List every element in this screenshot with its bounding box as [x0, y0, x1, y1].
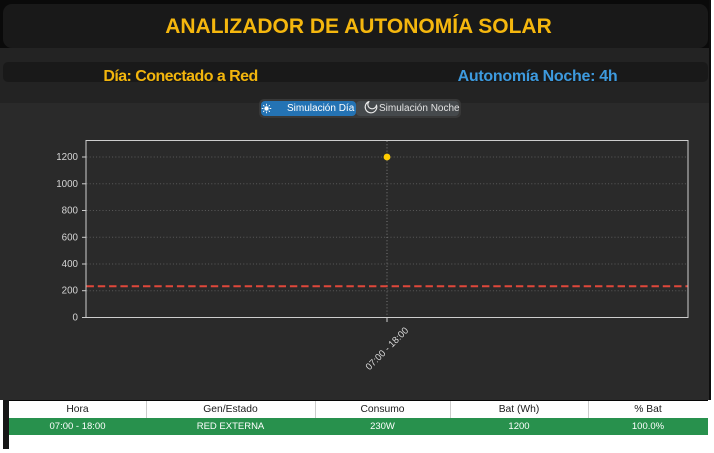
svg-text:0: 0	[73, 313, 79, 324]
svg-text:200: 200	[62, 286, 79, 297]
svg-text:800: 800	[62, 206, 79, 217]
svg-text:1200: 1200	[56, 152, 78, 163]
svg-text:400: 400	[62, 259, 79, 270]
svg-text:600: 600	[62, 232, 79, 243]
svg-text:07:00 - 18:00: 07:00 - 18:00	[364, 325, 411, 372]
svg-text:1000: 1000	[56, 179, 78, 190]
